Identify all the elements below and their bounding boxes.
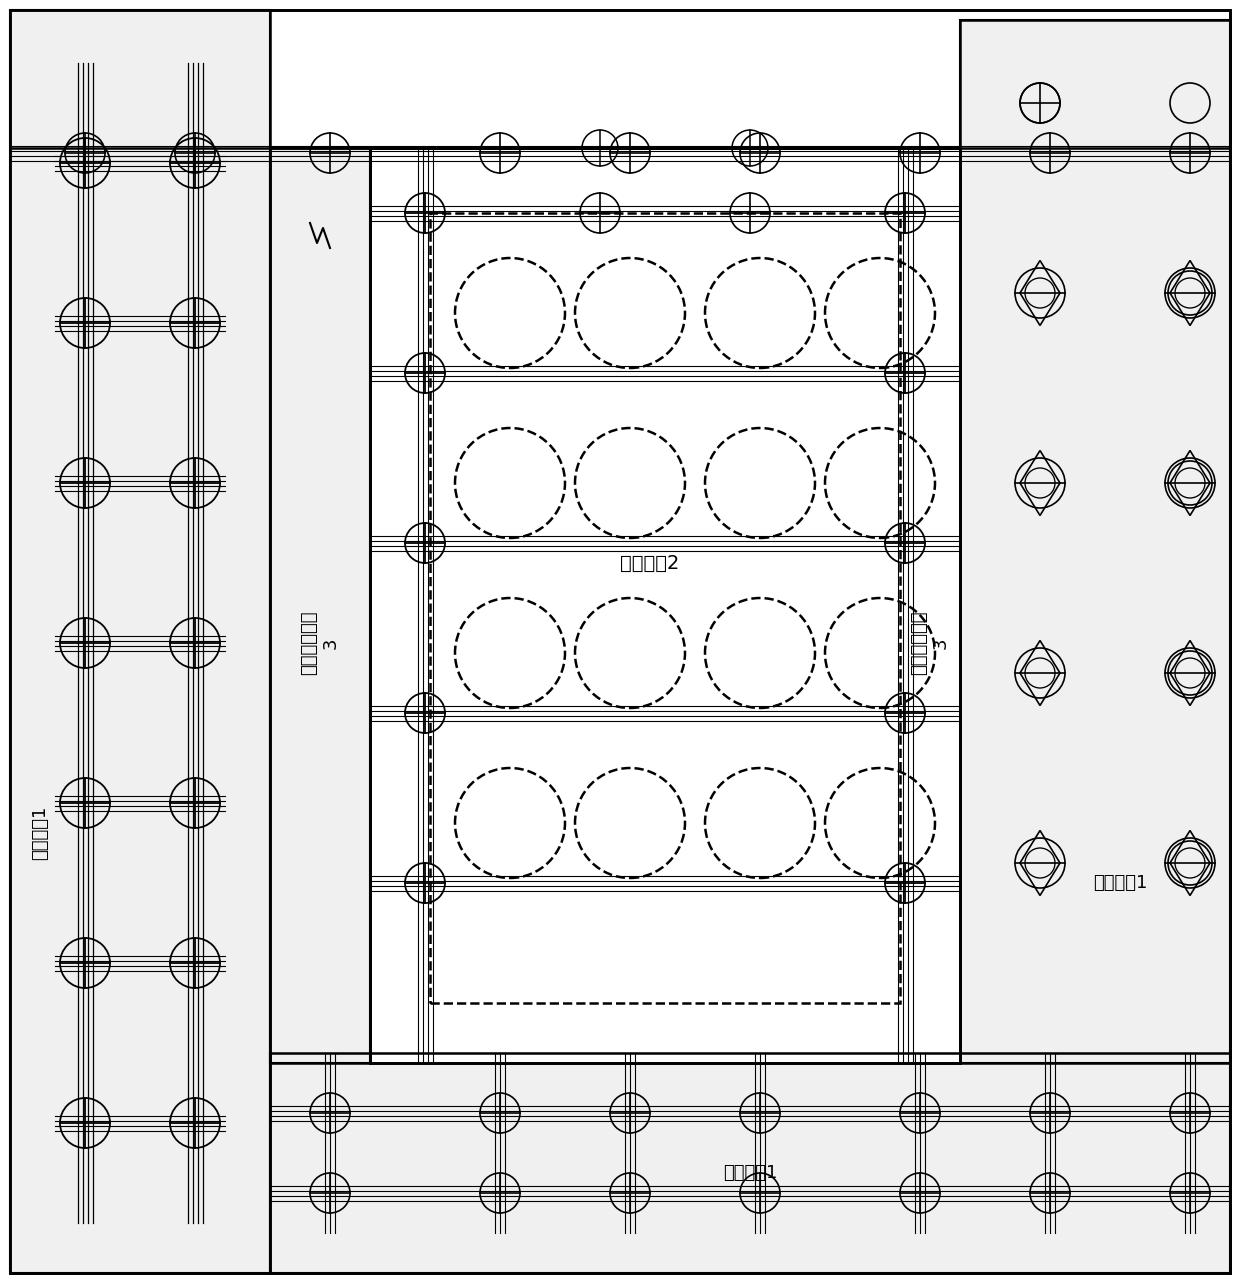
Bar	[270, 148, 370, 1064]
Text: 围堼施工通道
3: 围堼施工通道 3	[910, 611, 950, 675]
Text: 起吸平台1: 起吸平台1	[723, 1164, 777, 1182]
Bar	[270, 1053, 1230, 1273]
Text: 围堼施工通道
3: 围堼施工通道 3	[300, 611, 340, 675]
Text: 起吸平台1: 起吸平台1	[1092, 874, 1147, 892]
Bar	[270, 148, 370, 1064]
Text: 钒孔平台2: 钒孔平台2	[620, 553, 680, 572]
Bar	[10, 10, 270, 1273]
Bar	[370, 148, 960, 1064]
Bar	[430, 213, 900, 1003]
Text: 起吸平台1: 起吸平台1	[31, 806, 50, 860]
Bar	[370, 148, 960, 1064]
Bar	[960, 21, 1230, 1064]
Bar	[960, 21, 1230, 1064]
Bar	[270, 1053, 1230, 1273]
Bar	[10, 10, 270, 1273]
